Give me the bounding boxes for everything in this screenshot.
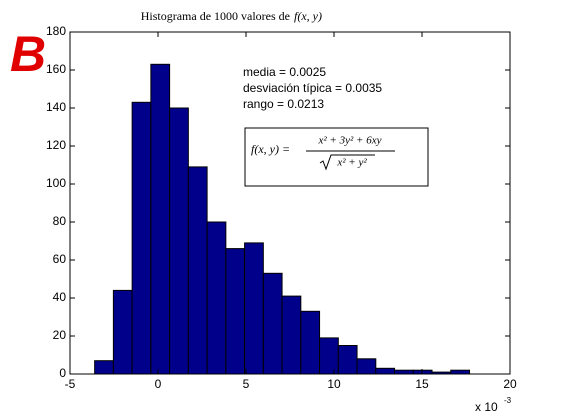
- bar: [281, 295, 302, 375]
- x-tick-label: 15: [415, 377, 429, 391]
- chart-title: Histograma de 1000 valores de: [141, 9, 290, 23]
- bar: [412, 369, 433, 375]
- y-tick-label: 20: [53, 328, 67, 342]
- y-tick-label: 60: [53, 252, 67, 266]
- bar: [169, 107, 189, 375]
- bar: [356, 358, 377, 375]
- y-tick-label: 120: [46, 138, 66, 152]
- bar: [319, 337, 339, 375]
- y-tick-label: 40: [53, 290, 67, 304]
- x-tick-label: 20: [503, 377, 517, 391]
- formula-box: [244, 127, 429, 187]
- y-tick-label: 140: [46, 100, 66, 114]
- chart-title-math: f(x, y): [294, 9, 322, 23]
- bar: [450, 369, 471, 375]
- annotation: rango = 0.0213: [243, 97, 324, 111]
- bar: [225, 248, 246, 375]
- bar: [375, 367, 396, 375]
- x-multiplier: x 10: [475, 400, 498, 414]
- y-tick-label: 100: [46, 176, 66, 190]
- bar: [394, 369, 414, 375]
- bar: [187, 166, 208, 375]
- y-tick-label: 180: [46, 24, 66, 38]
- formula-denominator: x² + y²: [336, 157, 367, 169]
- x-tick-label: -5: [65, 377, 76, 391]
- bar: [300, 310, 321, 375]
- bar: [94, 360, 114, 375]
- bar: [337, 345, 358, 375]
- bar: [131, 101, 152, 375]
- sqrt-sign: [319, 154, 375, 171]
- axes-frame: [69, 31, 511, 375]
- formula-numerator: x² + 3y² + 6xy: [318, 135, 382, 147]
- x-multiplier-exponent: -3: [504, 396, 512, 405]
- y-tick-label: 80: [53, 214, 67, 228]
- x-tick-label: 0: [155, 377, 162, 391]
- annotation: media = 0.0025: [243, 65, 326, 79]
- y-tick-label: 0: [59, 366, 66, 380]
- bar: [244, 242, 264, 375]
- bar: [206, 221, 227, 375]
- bar: [112, 289, 133, 375]
- panel-label: B: [10, 26, 46, 82]
- annotation: desviación típica = 0.0035: [243, 81, 382, 95]
- x-tick-label: 10: [327, 377, 341, 391]
- bar: [262, 272, 283, 375]
- x-tick-label: 5: [243, 377, 250, 391]
- bar: [150, 63, 171, 375]
- y-tick-label: 160: [46, 62, 66, 76]
- formula-lhs: f(x, y) =: [251, 142, 290, 156]
